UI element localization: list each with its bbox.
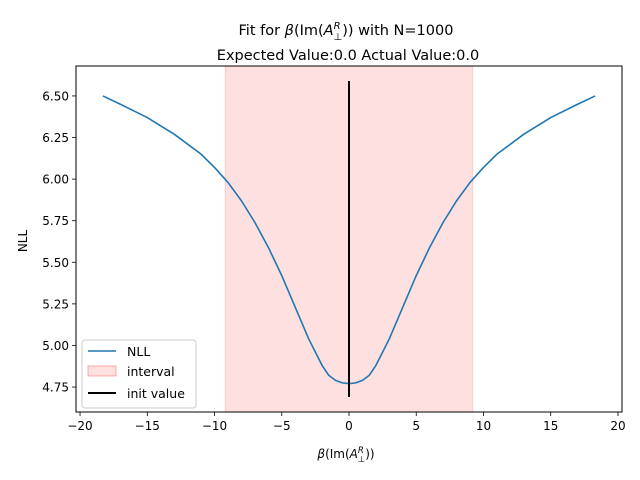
xlabel-im-open: (Im( [325, 447, 350, 461]
y-tick-label: 5.00 [42, 339, 69, 353]
y-tick-label: 5.75 [42, 214, 69, 228]
title-line-1: Fit for β(Im(AR ⊥)) with N=1000 [239, 21, 454, 43]
title-subscript-perp: ⊥ [334, 32, 343, 43]
xlabel-subscript-perp: ⊥ [358, 455, 365, 465]
xlabel-superscript-r: R [358, 446, 364, 456]
y-tick-label: 6.25 [42, 131, 69, 145]
y-tick-label: 5.25 [42, 297, 69, 311]
y-tick-label: 4.75 [42, 381, 69, 395]
x-tick-label: −5 [273, 419, 291, 433]
legend: NLL interval init value [81, 339, 197, 409]
y-tick-label: 6.50 [42, 89, 69, 103]
y-tick-label: 6.00 [42, 173, 69, 187]
x-tick-label: −15 [135, 419, 160, 433]
x-tick-label: 20 [610, 419, 625, 433]
x-tick-label: 0 [345, 419, 353, 433]
title-beta-symbol: β [284, 23, 294, 39]
title-im-open: (Im( [294, 23, 324, 39]
plot-area: −20 −15 −10 −5 0 5 10 15 20 4.75 5.00 5.25 5.50 5.75 6… [42, 65, 626, 433]
xlabel-im-close: )) [365, 447, 374, 461]
x-tick-label: −10 [202, 419, 227, 433]
x-tick-label: −20 [67, 419, 92, 433]
title-suffix: with N=1000 [354, 23, 454, 39]
title-a-symbol: A [323, 23, 334, 39]
title-im-close: )) [342, 23, 353, 39]
x-tick-label: 15 [543, 419, 558, 433]
x-tick-label: 10 [476, 419, 491, 433]
y-axis-label: NLL [16, 230, 30, 253]
title-superscript-r: R [334, 21, 341, 32]
x-axis-label: β(Im(AR ⊥)) [316, 446, 374, 465]
title-line-2: Expected Value:0.0 Actual Value:0.0 [217, 48, 479, 64]
legend-interval-label: interval [127, 364, 175, 379]
legend-init-value-label: init value [127, 386, 185, 401]
x-tick-label: 5 [412, 419, 420, 433]
legend-nll-label: NLL [127, 344, 150, 359]
y-tick-label: 5.50 [42, 256, 69, 270]
legend-interval-swatch [87, 365, 117, 377]
xlabel-a-symbol: A [349, 447, 358, 461]
title: Fit for β(Im(AR ⊥)) with N=1000 Expected … [217, 21, 479, 64]
title-prefix: Fit for [239, 23, 285, 39]
xlabel-beta-symbol: β [316, 447, 325, 461]
legend-frame [81, 339, 197, 409]
